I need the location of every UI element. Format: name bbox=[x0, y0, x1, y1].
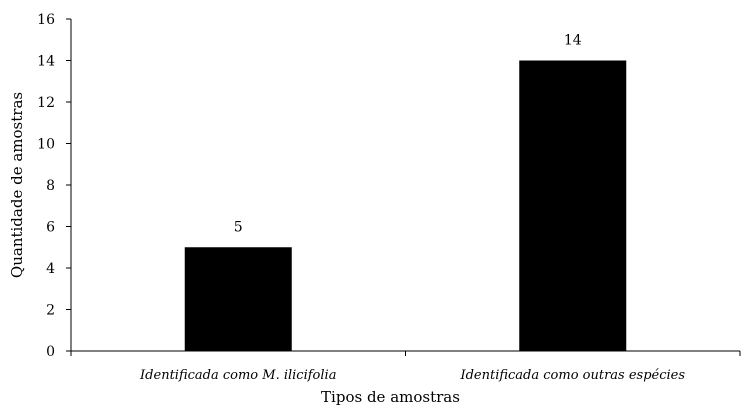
category-label-2: Identificada como outras espécies bbox=[459, 368, 685, 383]
y-tick-label: 6 bbox=[46, 220, 55, 236]
bars bbox=[184, 60, 627, 351]
bar-1 bbox=[184, 247, 292, 351]
y-axis-ticks: 0 2 4 6 8 10 12 14 16 bbox=[37, 12, 71, 360]
y-tick-label: 2 bbox=[46, 303, 55, 319]
y-tick-label: 14 bbox=[37, 54, 55, 70]
y-tick-label: 16 bbox=[37, 12, 55, 28]
category-label-1: Identificada como M. ilicifolia bbox=[139, 368, 336, 383]
x-axis-title: Tipos de amostras bbox=[321, 388, 460, 406]
data-label-2: 14 bbox=[564, 33, 582, 49]
y-tick-label: 4 bbox=[46, 261, 55, 277]
y-axis-title: Quantidade de amostras bbox=[8, 92, 26, 278]
data-label-1: 5 bbox=[234, 219, 243, 235]
bar-2 bbox=[519, 60, 627, 351]
y-tick-label: 10 bbox=[37, 137, 55, 153]
category-labels: Identificada como M. ilicifolia Identific… bbox=[139, 368, 685, 383]
y-tick-label: 8 bbox=[46, 178, 55, 194]
data-labels: 5 14 bbox=[234, 33, 582, 236]
x-axis-ticks bbox=[70, 351, 741, 356]
y-tick-label: 0 bbox=[46, 344, 55, 360]
y-tick-label: 12 bbox=[37, 95, 55, 111]
